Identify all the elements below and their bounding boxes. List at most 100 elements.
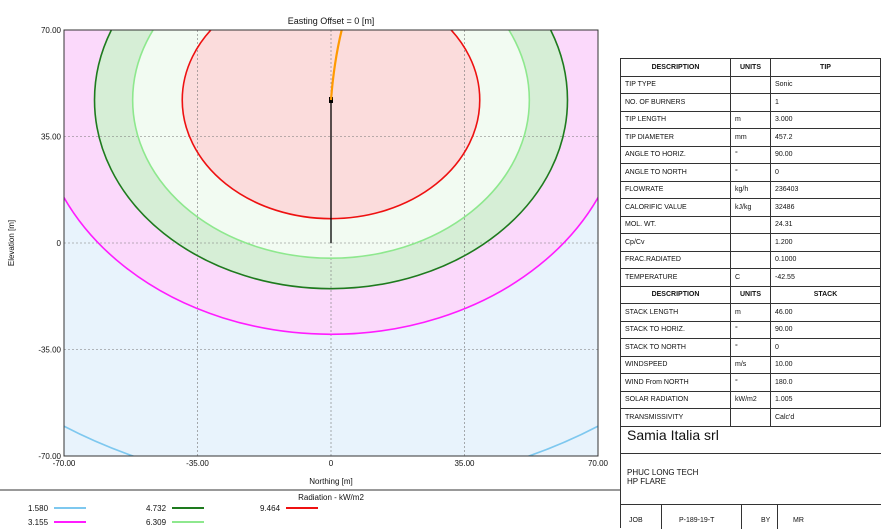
table-cell: 236403: [770, 180, 881, 199]
table-cell: [730, 250, 771, 269]
table-cell: °: [730, 373, 771, 392]
table-cell: UNITS: [730, 285, 771, 304]
table-row: WINDSPEED m/s 10.00: [620, 355, 881, 374]
legend-label: 4.732: [146, 504, 167, 513]
table-cell: TEMPERATURE: [620, 268, 731, 287]
y-tick-label: 0: [57, 239, 62, 248]
table-cell: MOL. WT.: [620, 215, 731, 234]
table-cell: 46.00: [770, 303, 881, 322]
table-cell: TIP DIAMETER: [620, 128, 731, 147]
table-cell: FLOWRATE: [620, 180, 731, 199]
table-row: TIP TYPE Sonic: [620, 75, 881, 94]
table-cell: 180.0: [770, 373, 881, 392]
table-row: STACK TO NORTH ° 0: [620, 338, 881, 357]
table-cell: 0.1000: [770, 250, 881, 269]
table-cell: NO. OF BURNERS: [620, 93, 731, 112]
title-block: Samia Italia srl PHUC LONG TECH HP FLARE…: [620, 420, 881, 529]
table-header-row: DESCRIPTION UNITS STACK: [620, 285, 881, 304]
table-row: ANGLE TO NORTH ° 0: [620, 163, 881, 182]
table-cell: TIP TYPE: [620, 75, 731, 94]
x-tick-label: -35.00: [186, 459, 209, 468]
table-cell: 457.2: [770, 128, 881, 147]
table-cell: [730, 75, 771, 94]
y-tick-label: 70.00: [41, 26, 62, 35]
table-row: NO. OF BURNERS 1: [620, 93, 881, 112]
chart-title: Easting Offset = 0 [m]: [288, 16, 375, 26]
table-cell: 0: [770, 338, 881, 357]
legend-label: 6.309: [146, 518, 167, 527]
table-cell: 0: [770, 163, 881, 182]
flame: [329, 30, 343, 101]
table-cell: -42.55: [770, 268, 881, 287]
parameter-table: DESCRIPTION UNITS TIP TIP TYPE Sonic NO. OF B…: [620, 58, 881, 427]
project-name: PHUC LONG TECH HP FLARE: [627, 468, 698, 486]
legend-label: 9.464: [260, 504, 281, 513]
contour-line-6.309: [131, 30, 531, 259]
table-cell: 24.31: [770, 215, 881, 234]
table-header-row: DESCRIPTION UNITS TIP: [620, 58, 881, 77]
table-cell: UNITS: [730, 58, 771, 77]
x-tick-label: 70.00: [588, 459, 609, 468]
table-cell: WINDSPEED: [620, 355, 731, 374]
table-row: STACK TO HORIZ. ° 90.00: [620, 320, 881, 339]
table-cell: kJ/kg: [730, 198, 771, 217]
table-row: MOL. WT. 24.31: [620, 215, 881, 234]
table-cell: 1.200: [770, 233, 881, 252]
table-cell: SOLAR RADIATION: [620, 390, 731, 409]
x-tick-label: 0: [329, 459, 334, 468]
company-name: Samia Italia srl: [621, 420, 881, 454]
table-cell: m: [730, 110, 771, 129]
legend-title: Radiation - kW/m2: [298, 493, 364, 502]
table-cell: 90.00: [770, 145, 881, 164]
plot-frame: [63, 29, 599, 457]
table-cell: m: [730, 303, 771, 322]
legend-label: 3.155: [28, 518, 49, 527]
table-cell: °: [730, 145, 771, 164]
table-row: TEMPERATURE C -42.55: [620, 268, 881, 287]
table-cell: kg/h: [730, 180, 771, 199]
table-cell: kW/m2: [730, 390, 771, 409]
table-cell: mm: [730, 128, 771, 147]
x-tick-label: 35.00: [454, 459, 475, 468]
table-cell: STACK: [770, 285, 881, 304]
y-axis-label: Elevation [m]: [7, 220, 16, 266]
table-row: Cp/Cv 1.200: [620, 233, 881, 252]
table-cell: Calc'd: [770, 408, 881, 427]
legend-label: 1.580: [28, 504, 49, 513]
table-cell: Sonic: [770, 75, 881, 94]
table-cell: 10.00: [770, 355, 881, 374]
table-cell: °: [730, 320, 771, 339]
table-cell: FRAC.RADIATED: [620, 250, 731, 269]
table-cell: 32486: [770, 198, 881, 217]
table-cell: C: [730, 268, 771, 287]
radiation-contour-chart: Easting Offset = 0 [m] -70.00 -35.00 0 35.0…: [0, 16, 620, 527]
table-cell: 3.000: [770, 110, 881, 129]
table-row: FLOWRATE kg/h 236403: [620, 180, 881, 199]
project-line-2: HP FLARE: [627, 477, 666, 486]
table-row: ANGLE TO HORIZ. ° 90.00: [620, 145, 881, 164]
table-cell: DESCRIPTION: [620, 58, 731, 77]
table-cell: TIP LENGTH: [620, 110, 731, 129]
table-row: TIP DIAMETER mm 457.2: [620, 128, 881, 147]
table-cell: [730, 93, 771, 112]
by-value: MR: [793, 517, 804, 524]
job-value: P-189-19-T: [679, 517, 715, 524]
project-line-1: PHUC LONG TECH: [627, 468, 699, 477]
table-cell: [730, 215, 771, 234]
table-cell: Cp/Cv: [620, 233, 731, 252]
title-block-footer: JOB P-189-19-T BY MR: [621, 504, 881, 529]
table-cell: m/s: [730, 355, 771, 374]
table-row: TIP LENGTH m 3.000: [620, 110, 881, 129]
table-cell: STACK TO NORTH: [620, 338, 731, 357]
table-cell: °: [730, 163, 771, 182]
job-label: JOB: [629, 517, 643, 524]
table-row: STACK LENGTH m 46.00: [620, 303, 881, 322]
y-tick-label: -35.00: [38, 346, 61, 355]
y-tick-label: -70.00: [38, 452, 61, 461]
table-cell: CALORIFIC VALUE: [620, 198, 731, 217]
table-cell: 1.005: [770, 390, 881, 409]
y-tick-label: 35.00: [41, 133, 62, 142]
table-cell: WIND From NORTH: [620, 373, 731, 392]
table-cell: 1: [770, 93, 881, 112]
table-row: SOLAR RADIATION kW/m2 1.005: [620, 390, 881, 409]
